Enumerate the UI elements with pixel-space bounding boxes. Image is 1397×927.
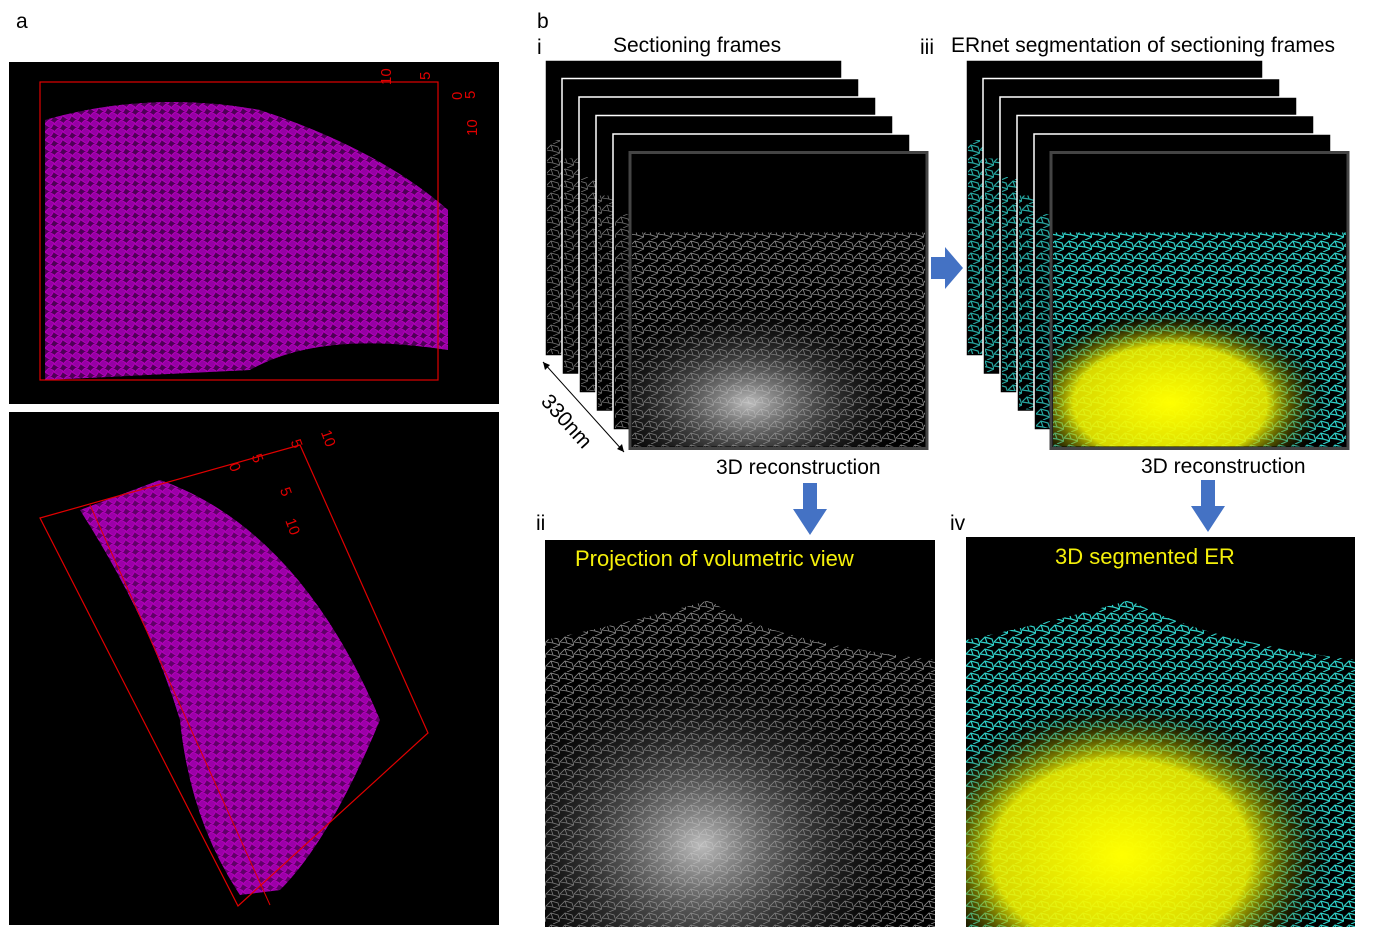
volume-bottom <box>9 412 499 925</box>
depth-arrow <box>542 361 625 453</box>
axis-label: 0 <box>449 92 466 100</box>
frame-texture <box>581 177 597 391</box>
frame-texture <box>1019 195 1035 410</box>
axis-label: 10 <box>281 516 303 537</box>
frame-texture <box>598 195 614 410</box>
frame-texture <box>615 214 631 428</box>
image-title: 3D segmented ER <box>1055 544 1235 569</box>
axis-label: 10 <box>464 119 481 136</box>
segmented-image <box>966 537 1355 927</box>
axis-label: 5 <box>462 91 479 99</box>
image-title: Projection of volumetric view <box>575 546 854 571</box>
sub-label: ii <box>536 512 545 535</box>
frame-texture <box>968 140 984 354</box>
frame-texture <box>1036 214 1052 428</box>
sub-label: iv <box>950 512 966 535</box>
projection-image <box>545 540 935 927</box>
sub-label: i <box>537 36 542 59</box>
volume-top <box>9 62 499 404</box>
panel-title: Sectioning frames <box>613 34 781 57</box>
panel-title: ERnet segmentation of sectioning frames <box>951 34 1335 57</box>
frame-stack <box>544 59 929 450</box>
frame-texture <box>547 140 563 354</box>
arrow-down <box>793 483 827 535</box>
sub-label: iii <box>920 36 934 59</box>
frame-stack <box>965 59 1350 450</box>
axis-label: 10 <box>317 428 339 449</box>
depth-label: 330nm <box>536 390 596 453</box>
axis-label: 5 <box>417 72 434 80</box>
caption: 3D reconstruction <box>716 456 881 479</box>
frame-glow <box>632 272 925 447</box>
frame-texture <box>1002 177 1018 391</box>
arrow-right <box>931 247 963 289</box>
panel-label: b <box>537 10 549 33</box>
frame-texture <box>985 158 1001 373</box>
frame-texture <box>564 158 580 373</box>
caption: 3D reconstruction <box>1141 455 1306 478</box>
axis-labels-top: 10 5 5 0 10 <box>378 68 481 136</box>
axis-label: 10 <box>378 68 395 85</box>
frame-glow <box>1053 272 1346 447</box>
arrow-down <box>1191 480 1225 532</box>
panel-label: a <box>16 10 28 33</box>
